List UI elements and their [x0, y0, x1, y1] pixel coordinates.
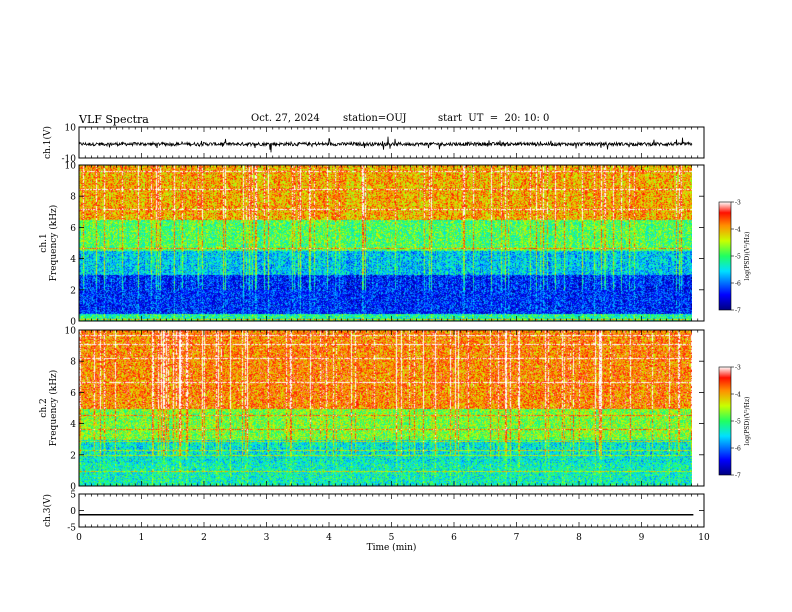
ch1-spectrogram-image [79, 165, 692, 321]
ch1-spec-ylabel-channel: ch.1 [39, 233, 49, 252]
ch2-colorbar-tick--5: -5 [735, 419, 741, 426]
ch2-spec-ytick-10: 10 [65, 327, 77, 337]
ch1-waveform-line [78, 136, 693, 153]
ch1-colorbar [718, 201, 732, 311]
ch3-ytick--5: -5 [67, 524, 76, 534]
ch1-colorbar-label: log(PSD)(V²/Hz) [744, 232, 751, 281]
ch1-spec-ytick-6: 6 [70, 224, 76, 234]
ch1-spec-ytick-8: 8 [70, 193, 76, 203]
ch2-spectrogram-image [79, 330, 692, 486]
ch1-colorbar-tick--6: -6 [735, 281, 741, 288]
ch1-spec-ytick-0: 0 [70, 318, 76, 328]
ch2-colorbar-tick--4: -4 [735, 392, 741, 399]
station-label: station=OUJ [343, 113, 407, 124]
ch1-ytick-10: 10 [65, 124, 77, 134]
ch1-spec-ytick-10: 10 [65, 162, 77, 172]
xtick-8: 8 [576, 533, 582, 543]
ch2-colorbar-tick--6: -6 [735, 446, 741, 453]
ch2-spec-ylabel-frequency: Frequency (kHz) [48, 370, 59, 447]
xtick-3: 3 [264, 533, 270, 543]
ch2-colorbar-label: log(PSD)(V²/Hz) [744, 397, 751, 446]
ch2-spec-ytick-4: 4 [70, 420, 76, 430]
xtick-5: 5 [389, 533, 395, 543]
ch1-ytick--10: -10 [62, 155, 77, 165]
ch2-spec-ytick-6: 6 [70, 389, 76, 399]
xtick-4: 4 [326, 533, 332, 543]
xtick-7: 7 [514, 533, 520, 543]
ch2-colorbar-tick--7: -7 [735, 473, 741, 480]
ch1-colorbar-tick--5: -5 [735, 254, 741, 261]
xtick-9: 9 [639, 533, 645, 543]
xtick-0: 0 [76, 533, 82, 543]
xtick-1: 1 [139, 533, 145, 543]
xaxis-label: Time (min) [367, 542, 417, 553]
ch1-spec-ytick-2: 2 [70, 286, 76, 296]
start-time-label: start UT = 20: 10: 0 [438, 113, 550, 124]
ch2-spec-ylabel-channel: ch.2 [39, 398, 49, 417]
xtick-2: 2 [201, 533, 207, 543]
ch2-spec-ytick-8: 8 [70, 358, 76, 368]
ch2-colorbar-tick--3: -3 [735, 365, 741, 372]
date-label: Oct. 27, 2024 [251, 113, 320, 124]
ch1-spec-ytick-4: 4 [70, 255, 76, 265]
ch1-colorbar-tick--3: -3 [735, 200, 741, 207]
ch3-ylabel: ch.3(V) [42, 494, 53, 527]
ch2-colorbar [718, 366, 732, 476]
ch3-ytick-0: 0 [70, 507, 76, 517]
ch1-colorbar-tick--7: -7 [735, 308, 741, 315]
ch2-spec-ytick-2: 2 [70, 451, 76, 461]
figure-title: VLF Spectra [79, 113, 149, 126]
ch2-spec-ytick-0: 0 [70, 483, 76, 493]
xtick-10: 10 [698, 533, 710, 543]
xtick-6: 6 [451, 533, 457, 543]
ch1-spec-ylabel-frequency: Frequency (kHz) [48, 205, 59, 282]
ch1-ylabel: ch.1(V) [42, 126, 53, 159]
ch1-colorbar-tick--4: -4 [735, 227, 741, 234]
ch3-ytick-5: 5 [70, 491, 76, 501]
